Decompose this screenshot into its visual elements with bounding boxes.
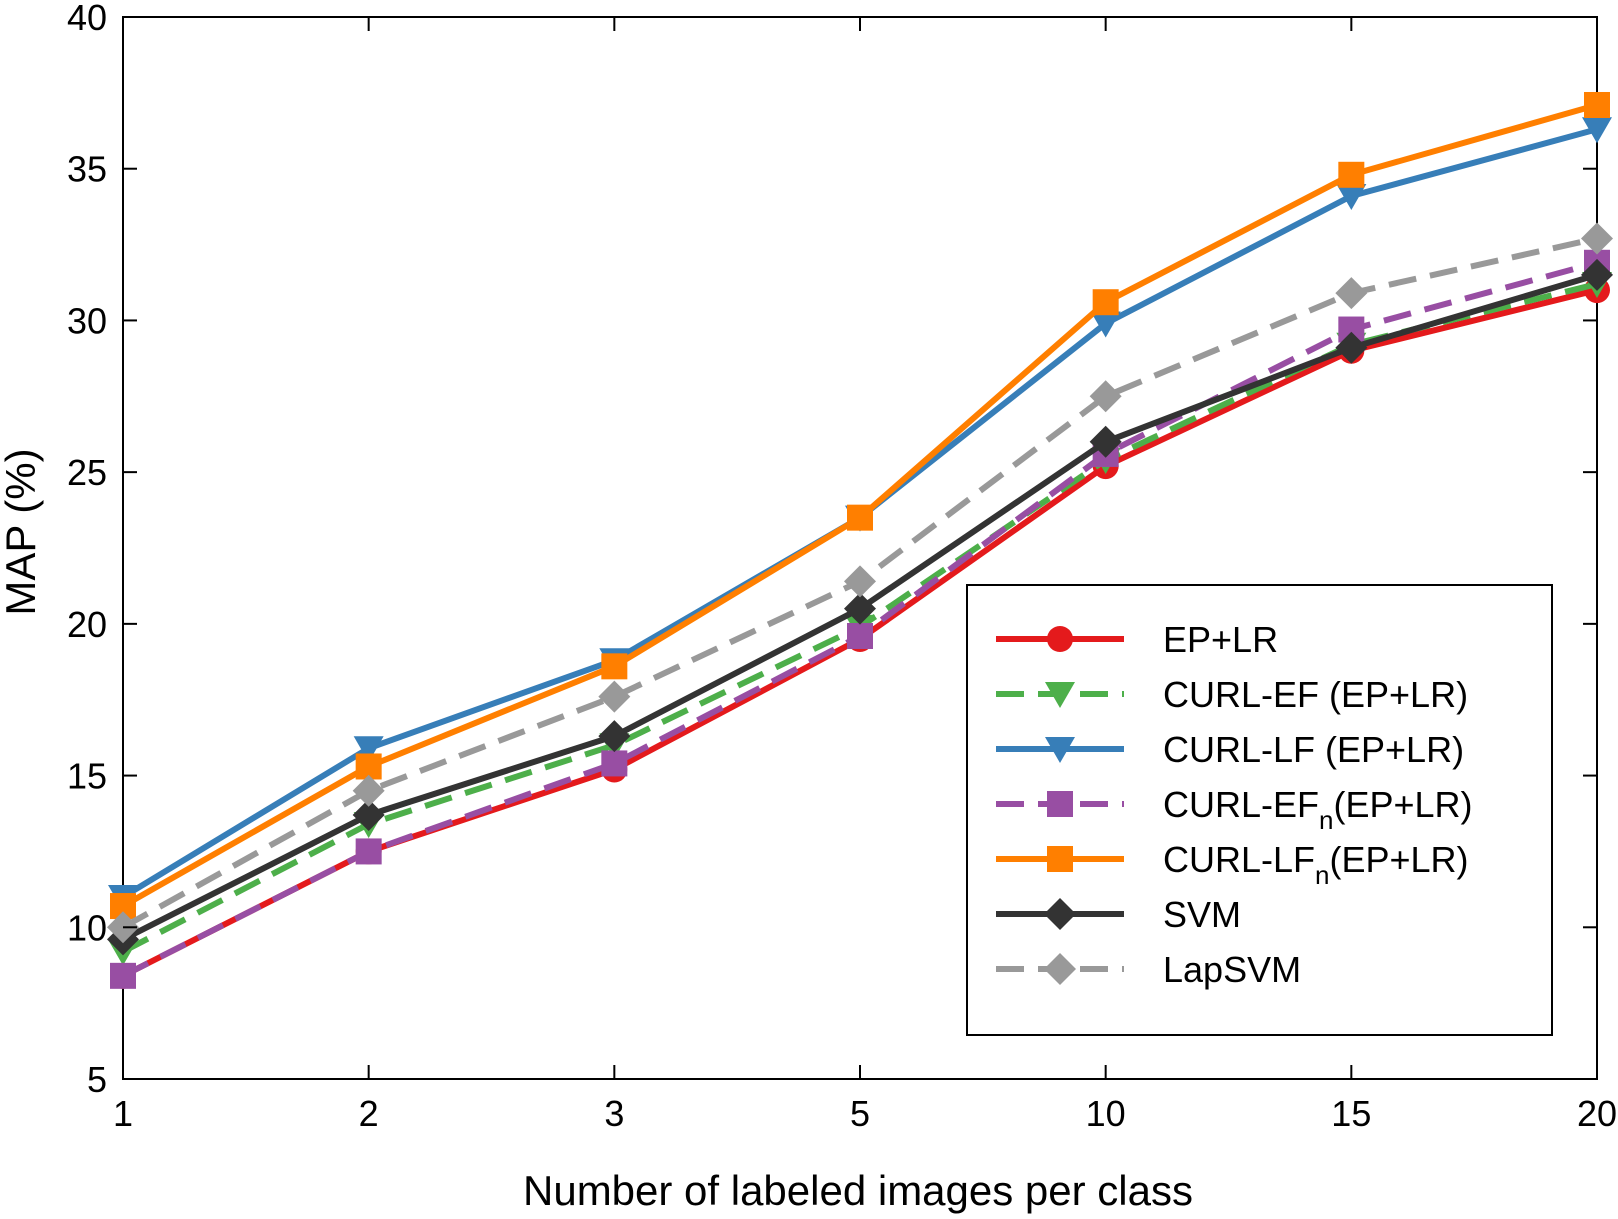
legend-label: LapSVM [1163, 949, 1301, 990]
data-point [1581, 258, 1613, 291]
data-point [110, 962, 136, 989]
legend-label-main: CURL-LF [1163, 839, 1315, 880]
data-point [844, 592, 876, 625]
y-tick-label: 10 [67, 907, 107, 948]
y-tick-label: 25 [67, 452, 107, 493]
data-point [355, 838, 382, 865]
legend-label-tail: (EP+LR) [1329, 839, 1468, 880]
legend-label-main: CURL-EF (EP+LR) [1163, 674, 1468, 715]
x-tick-label: 10 [1086, 1093, 1126, 1134]
legend-marker [1044, 953, 1076, 985]
legend-item-3: CURL-EFn(EP+LR) [996, 784, 1473, 835]
data-point [847, 622, 873, 649]
legend-item-1: CURL-EF (EP+LR) [996, 674, 1468, 715]
data-point [353, 736, 384, 763]
legend-label-tail: (EP+LR) [1333, 784, 1472, 825]
legend-item-5: SVM [996, 894, 1241, 935]
legend-marker [1045, 682, 1075, 708]
legend-label: CURL-LFn(EP+LR) [1163, 839, 1469, 890]
x-tick-label: 20 [1577, 1093, 1617, 1134]
data-point [1335, 277, 1368, 310]
x-axis-title: Number of labeled images per class [523, 1167, 1193, 1214]
data-point [1089, 380, 1122, 413]
data-point [352, 799, 385, 832]
legend-label: EP+LR [1163, 619, 1278, 660]
legend-label-main: SVM [1163, 894, 1241, 935]
data-point [601, 750, 628, 777]
data-point [1336, 184, 1367, 211]
data-point [1335, 331, 1368, 364]
y-axis-title: MAP (%) [0, 448, 44, 615]
legend-marker [1047, 626, 1073, 652]
data-point [847, 504, 873, 531]
legend-marker [1044, 898, 1076, 930]
legend-label: CURL-EF (EP+LR) [1163, 674, 1468, 715]
data-point [1090, 311, 1121, 338]
series-layer [107, 91, 1613, 989]
legend-item-0: EP+LR [996, 619, 1278, 660]
legend-label-main: EP+LR [1163, 619, 1278, 660]
x-tick-label: 2 [359, 1093, 379, 1134]
legend-label-main: CURL-LF (EP+LR) [1163, 729, 1464, 770]
data-point [1581, 222, 1613, 255]
data-point [1092, 289, 1119, 316]
y-tick-label: 20 [67, 604, 107, 645]
legend-item-6: LapSVM [996, 949, 1301, 990]
x-tick-label: 5 [850, 1093, 870, 1134]
data-point [844, 565, 876, 598]
legend-marker [1047, 846, 1073, 872]
series-4 [110, 91, 1610, 920]
x-tick-label: 1 [113, 1093, 133, 1134]
legend-label-subscript: n [1315, 860, 1329, 890]
legend-marker [1047, 791, 1073, 817]
legend-item-4: CURL-LFn(EP+LR) [996, 839, 1469, 890]
legend-label: SVM [1163, 894, 1241, 935]
data-point [601, 653, 628, 680]
data-point [1089, 425, 1122, 458]
data-point [1582, 117, 1612, 144]
y-tick-label: 5 [87, 1059, 107, 1100]
y-tick-label: 15 [67, 756, 107, 797]
legend-label-subscript: n [1319, 805, 1333, 835]
legend-label-main: CURL-EF [1163, 784, 1319, 825]
y-tick-label: 30 [67, 300, 107, 341]
data-point [1584, 91, 1610, 118]
y-tick-label: 40 [67, 0, 107, 38]
y-tick-label: 35 [67, 149, 107, 190]
legend-label: CURL-LF (EP+LR) [1163, 729, 1464, 770]
legend-label-main: LapSVM [1163, 949, 1301, 990]
data-point [598, 720, 631, 753]
x-tick-label: 3 [604, 1093, 624, 1134]
legend-label: CURL-EFn(EP+LR) [1163, 784, 1473, 835]
data-point [352, 774, 385, 807]
x-tick-label: 15 [1331, 1093, 1371, 1134]
data-point [1338, 161, 1365, 188]
data-point [598, 680, 631, 713]
legend-marker [1045, 737, 1075, 763]
legend-item-2: CURL-LF (EP+LR) [996, 729, 1464, 770]
series-6 [107, 222, 1613, 944]
series-5 [107, 258, 1613, 956]
